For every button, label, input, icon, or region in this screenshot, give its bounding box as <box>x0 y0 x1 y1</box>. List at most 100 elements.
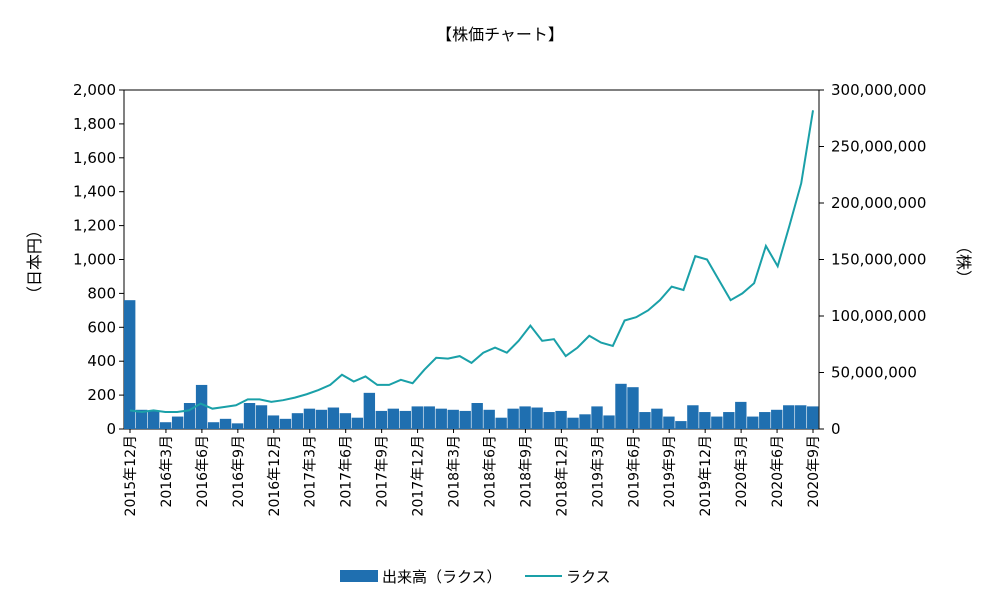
price-line <box>129 110 814 414</box>
volume-bar <box>759 412 771 429</box>
volume-bar <box>423 406 435 429</box>
x-tick-label: 2018年6月 <box>482 435 498 508</box>
volume-bar <box>159 422 172 429</box>
volume-bar <box>699 412 711 429</box>
volume-bar <box>567 417 579 429</box>
volume-bar <box>603 415 615 429</box>
x-tick-label: 2017年12月 <box>411 435 427 516</box>
x-tick-label: 2018年12月 <box>554 435 570 516</box>
volume-bar <box>267 415 280 429</box>
left-tick-label: 800 <box>87 284 116 302</box>
volume-bar <box>807 406 819 429</box>
volume-bar <box>351 417 364 429</box>
volume-bar <box>171 416 184 429</box>
x-tick-label: 2016年12月 <box>267 435 283 516</box>
volume-bar <box>615 383 627 429</box>
left-tick-label: 400 <box>87 352 116 370</box>
volume-bar <box>711 416 723 429</box>
volume-bar <box>771 409 783 429</box>
x-tick-label: 2018年3月 <box>447 435 463 508</box>
volume-bar <box>363 392 376 429</box>
left-tick-label: 1,400 <box>73 183 116 201</box>
x-tick-label: 2016年6月 <box>195 435 211 508</box>
x-tick-label: 2019年6月 <box>626 435 642 508</box>
x-tick-label: 2019年12月 <box>698 435 714 516</box>
right-tick-label: 200,000,000 <box>831 194 926 212</box>
volume-bar <box>735 401 747 429</box>
volume-bar <box>639 412 651 429</box>
volume-bar <box>579 414 591 429</box>
right-tick-label: 150,000,000 <box>831 251 926 269</box>
volume-bar <box>663 416 675 429</box>
volume-bar <box>387 408 399 429</box>
volume-bar <box>124 300 136 429</box>
volume-bar <box>555 410 567 429</box>
volume-bar <box>399 410 411 429</box>
volume-bar <box>243 403 256 429</box>
volume-bar <box>651 408 663 429</box>
volume-bar <box>459 410 471 429</box>
legend-bar-label: 出来高（ラクス） <box>382 568 502 586</box>
legend-line-label: ラクス <box>566 568 611 586</box>
left-tick-label: 1,200 <box>73 217 116 235</box>
left-axis-label: （日本円） <box>25 222 44 302</box>
left-y-axis-ticks: 0 200 400 600 800 1,000 1,200 1,400 1,600 1,800 2,… <box>73 81 124 438</box>
x-tick-label: 2019年3月 <box>590 435 606 508</box>
left-tick-label: 1,000 <box>73 251 116 269</box>
left-tick-label: 2,000 <box>73 81 116 99</box>
left-tick-label: 200 <box>87 386 116 404</box>
right-tick-label: 300,000,000 <box>831 81 926 99</box>
x-axis-ticks: 2015年12月 2016年3月 2016年6月 2016年9月 2016年12月 201… <box>123 429 822 516</box>
left-tick-label: 0 <box>106 420 116 438</box>
price-line-group <box>129 110 814 414</box>
volume-bar <box>207 422 220 429</box>
volume-bar <box>147 410 160 429</box>
volume-bar <box>627 387 639 429</box>
volume-bar <box>483 409 495 429</box>
volume-bar <box>591 406 603 429</box>
volume-bar <box>435 408 447 429</box>
x-tick-label: 2020年9月 <box>806 435 822 508</box>
volume-bar <box>495 417 507 429</box>
volume-bar <box>219 418 232 429</box>
legend-bar-swatch <box>340 570 378 582</box>
right-tick-label: 50,000,000 <box>831 364 917 382</box>
legend: 出来高（ラクス） ラクス <box>340 568 611 586</box>
right-tick-label: 100,000,000 <box>831 307 926 325</box>
plot-frame <box>123 89 820 430</box>
volume-bar <box>291 413 304 429</box>
right-axis-label: （株） <box>954 238 973 286</box>
volume-bar <box>687 405 699 429</box>
volume-bar <box>279 418 292 429</box>
chart-title: 【株価チャート】 <box>436 25 564 44</box>
right-tick-label: 250,000,000 <box>831 138 926 156</box>
x-tick-label: 2020年6月 <box>770 435 786 508</box>
volume-bar <box>327 407 340 429</box>
volume-bar <box>519 406 531 429</box>
volume-bars <box>124 300 819 429</box>
volume-bar <box>255 405 268 429</box>
x-tick-label: 2017年3月 <box>303 435 319 508</box>
left-tick-label: 1,800 <box>73 115 116 133</box>
volume-bar <box>783 405 795 429</box>
volume-bar <box>375 410 388 429</box>
volume-bar <box>195 384 208 429</box>
volume-bar <box>303 408 316 429</box>
plot-area <box>123 89 820 430</box>
volume-bar <box>471 403 483 429</box>
left-tick-label: 1,600 <box>73 149 116 167</box>
volume-bar <box>675 421 687 429</box>
x-tick-label: 2020年3月 <box>734 435 750 508</box>
volume-bar <box>411 406 423 429</box>
volume-bar <box>231 423 244 429</box>
x-tick-label: 2018年9月 <box>518 435 534 508</box>
volume-bar <box>531 407 543 429</box>
volume-bar <box>447 409 459 429</box>
x-tick-label: 2017年6月 <box>339 435 355 508</box>
x-tick-label: 2016年9月 <box>231 435 247 508</box>
volume-bar <box>135 409 148 429</box>
x-tick-label: 2017年9月 <box>375 435 391 508</box>
right-y-axis-ticks: 0 50,000,000 100,000,000 150,000,000 200,000… <box>819 81 926 438</box>
volume-bar <box>747 416 759 429</box>
